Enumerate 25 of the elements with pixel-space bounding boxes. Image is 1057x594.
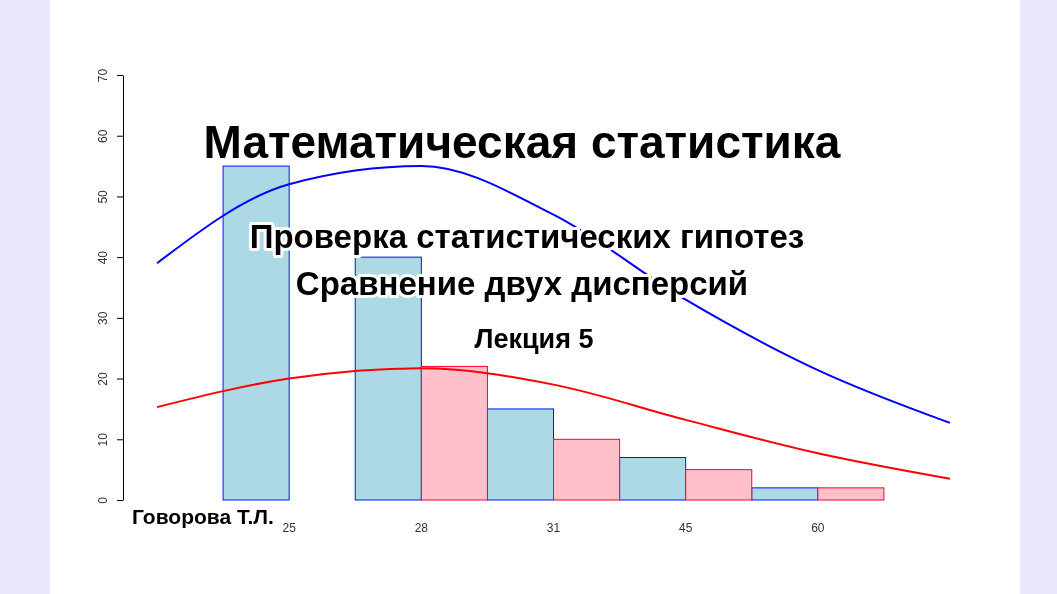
bar: [685, 469, 753, 501]
bar: [420, 365, 488, 501]
y-tick-label: 60: [96, 129, 111, 143]
text: Математическая статистика: [203, 116, 841, 168]
y-tick-label: 50: [96, 189, 111, 204]
line-series: [156, 165, 951, 424]
bar: [817, 487, 885, 501]
x-tick-label: 60: [811, 521, 825, 535]
x-tick-label: 28: [414, 521, 429, 535]
y-tick-label: 40: [96, 250, 111, 265]
x-tick-label: 31: [546, 521, 561, 535]
x-tick-label: 45: [678, 521, 693, 535]
bar: [486, 408, 554, 501]
line-series: [156, 367, 951, 480]
x-tick-label: 25: [282, 521, 297, 535]
text: Говорова Т.Л.: [132, 505, 274, 528]
y-tick-label: 70: [96, 68, 111, 83]
y-tick-label: 20: [96, 372, 111, 386]
y-tick-label: 30: [96, 311, 111, 326]
y-tick-label: 10: [96, 432, 111, 447]
bar: [553, 438, 621, 501]
bar: [751, 487, 819, 501]
bar: [619, 457, 687, 501]
annotation: Лекция 5: [474, 324, 594, 354]
y-tick-label: 0: [96, 496, 111, 504]
